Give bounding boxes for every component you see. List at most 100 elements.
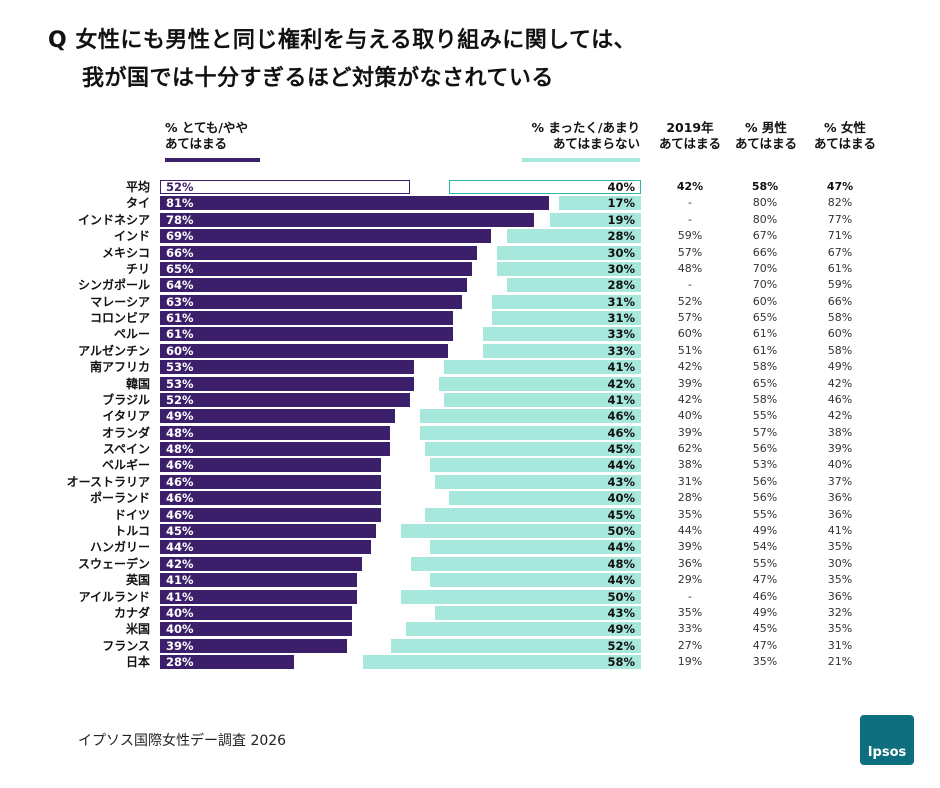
disagree-bar bbox=[425, 442, 641, 457]
disagree-value: 50% bbox=[607, 589, 635, 604]
agree-bar bbox=[160, 425, 391, 440]
table-cell-female: 42% bbox=[827, 376, 853, 390]
table-cell-female: 60% bbox=[827, 327, 853, 341]
agree-value: 64% bbox=[166, 278, 194, 293]
disagree-value: 50% bbox=[607, 523, 635, 538]
agree-value: 60% bbox=[166, 343, 194, 358]
agree-bar bbox=[160, 474, 381, 489]
table-cell-female: 58% bbox=[827, 343, 853, 357]
table-cell-female: 47% bbox=[826, 180, 854, 193]
table-cell-female: 49% bbox=[827, 360, 853, 374]
agree-value: 61% bbox=[166, 327, 194, 342]
agree-value: 46% bbox=[166, 474, 194, 489]
table-cell-male: 57% bbox=[752, 425, 778, 439]
table-cell-male: 66% bbox=[752, 245, 778, 259]
disagree-bar bbox=[506, 278, 641, 293]
row-label: チリ bbox=[125, 261, 150, 276]
agree-value: 48% bbox=[166, 442, 194, 457]
disagree-underline bbox=[522, 158, 640, 162]
table-cell-male: 49% bbox=[752, 605, 778, 619]
agree-bar bbox=[160, 245, 477, 260]
disagree-bar bbox=[401, 589, 641, 604]
agree-bar bbox=[160, 212, 535, 227]
table-cell-male: 45% bbox=[752, 622, 778, 636]
table-cell-female: 77% bbox=[827, 212, 853, 226]
disagree-value: 44% bbox=[607, 458, 635, 473]
disagree-value: 44% bbox=[607, 573, 635, 588]
header-disagree: % まったく/あまり あてはまらない bbox=[520, 120, 640, 152]
disagree-bar bbox=[559, 196, 641, 211]
agree-bar bbox=[160, 261, 472, 276]
footer-source: イプソス国際女性デー調査 2026 bbox=[78, 733, 287, 749]
table-cell-male: 58% bbox=[752, 392, 778, 406]
table-cell-2019: 29% bbox=[677, 573, 703, 587]
disagree-bar bbox=[482, 343, 641, 358]
table-cell-male: 65% bbox=[752, 376, 778, 390]
agree-bar bbox=[160, 311, 453, 326]
row-label: ハンガリー bbox=[89, 540, 150, 555]
row-label: インドネシア bbox=[77, 212, 150, 227]
agree-bar bbox=[160, 605, 352, 620]
disagree-value: 46% bbox=[607, 425, 635, 440]
table-cell-female: 66% bbox=[827, 294, 853, 308]
table-cell-male: 56% bbox=[752, 491, 778, 505]
agree-value: 41% bbox=[166, 589, 194, 604]
disagree-bar bbox=[429, 540, 641, 555]
table-cell-female: 36% bbox=[827, 491, 853, 505]
agree-bar bbox=[160, 180, 410, 194]
table-cell-2019: 40% bbox=[677, 409, 703, 423]
table-cell-2019: - bbox=[688, 196, 692, 210]
row-label: オランダ bbox=[101, 425, 150, 440]
agree-bar bbox=[160, 556, 362, 571]
table-cell-male: 80% bbox=[752, 212, 778, 226]
disagree-bar bbox=[429, 573, 641, 588]
table-cell-2019: 42% bbox=[677, 360, 703, 374]
row-label: ベルギー bbox=[101, 458, 150, 473]
disagree-bar bbox=[444, 392, 641, 407]
header-male: % 男性 あてはまる bbox=[726, 120, 806, 152]
table-cell-female: 36% bbox=[827, 507, 853, 521]
table-cell-2019: 57% bbox=[677, 245, 703, 259]
header-2019-line1: 2019年 bbox=[666, 120, 714, 135]
table-cell-2019: 42% bbox=[676, 180, 704, 193]
agree-bar bbox=[160, 458, 381, 473]
agree-value: 81% bbox=[166, 196, 194, 211]
agree-value: 53% bbox=[166, 360, 194, 375]
agree-bar bbox=[160, 491, 381, 506]
table-cell-male: 35% bbox=[752, 655, 778, 669]
table-cell-male: 53% bbox=[752, 458, 778, 472]
agree-value: 53% bbox=[166, 376, 194, 391]
agree-value: 28% bbox=[166, 655, 194, 670]
table-cell-2019: 42% bbox=[677, 392, 703, 406]
header-agree-line2: あてはまる bbox=[165, 136, 228, 151]
disagree-value: 52% bbox=[607, 638, 635, 653]
table-cell-2019: 60% bbox=[677, 327, 703, 341]
header-male-line2: あてはまる bbox=[734, 136, 797, 151]
agree-value: 69% bbox=[166, 229, 194, 244]
disagree-value: 40% bbox=[607, 491, 635, 506]
agree-value: 52% bbox=[166, 392, 194, 407]
table-cell-2019: 27% bbox=[677, 638, 703, 652]
agree-value: 46% bbox=[166, 458, 194, 473]
disagree-value: 44% bbox=[607, 540, 635, 555]
table-cell-2019: 62% bbox=[677, 442, 703, 456]
disagree-bar bbox=[497, 261, 641, 276]
disagree-value: 28% bbox=[607, 229, 635, 244]
row-label: イタリア bbox=[102, 409, 150, 424]
row-label: コロンビア bbox=[89, 311, 150, 326]
disagree-bar bbox=[482, 327, 641, 342]
disagree-value: 19% bbox=[607, 212, 635, 227]
table-cell-female: 35% bbox=[827, 540, 853, 554]
agree-bar bbox=[160, 360, 415, 375]
table-cell-2019: 39% bbox=[677, 376, 703, 390]
disagree-bar bbox=[405, 622, 641, 637]
table-cell-2019: 57% bbox=[677, 311, 703, 325]
agree-value: 46% bbox=[166, 507, 194, 522]
row-label: インド bbox=[113, 229, 150, 244]
agree-value: 45% bbox=[166, 523, 194, 538]
table-cell-female: 41% bbox=[827, 523, 853, 537]
disagree-bar bbox=[444, 360, 641, 375]
agree-bar bbox=[160, 229, 492, 244]
row-label: オーストラリア bbox=[66, 474, 150, 489]
disagree-bar bbox=[401, 523, 641, 538]
